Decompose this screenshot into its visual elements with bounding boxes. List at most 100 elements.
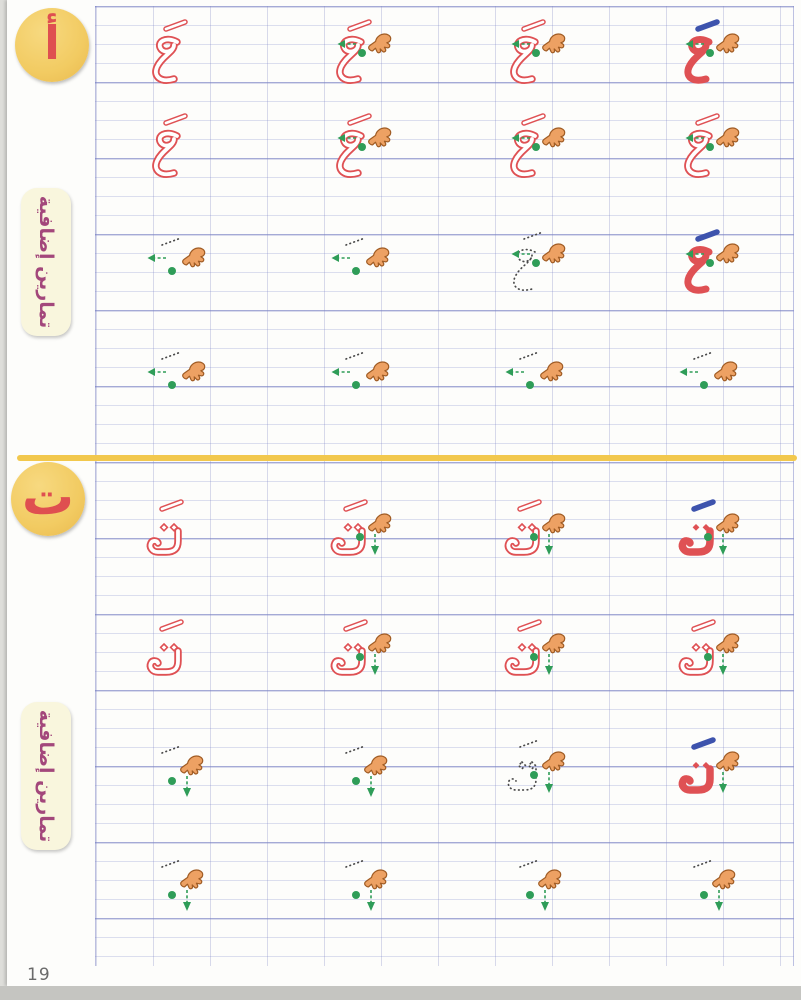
- pointing-hand-icon: [712, 869, 736, 890]
- scan-edge-left: [0, 0, 7, 1000]
- practice-cell-taa-r2-c2: [309, 618, 405, 724]
- fatha-diacritic: [161, 237, 182, 246]
- practice-cell-taa-r4-c4: [657, 850, 753, 956]
- practice-cell-taa-r1-c1: [125, 498, 221, 604]
- hamza-letter-outline: [152, 129, 181, 178]
- taa-letter-outline: [330, 522, 366, 556]
- fatha-diacritic: [519, 859, 540, 868]
- practice-cell-hamza-r1-c2: [309, 16, 405, 122]
- stroke-direction-arrow-down: [541, 890, 549, 911]
- taa-letter-dotted: [507, 760, 537, 791]
- start-point-dot: [706, 259, 714, 267]
- start-point-dot: [526, 381, 534, 389]
- start-point-dot: [704, 533, 712, 541]
- practice-cell-taa-r1-c3: [483, 498, 579, 604]
- stroke-direction-arrow-left: [331, 368, 350, 376]
- start-point-dot: [358, 143, 366, 151]
- extra-exercises-label: تمارين إضافية: [35, 195, 57, 329]
- practice-cell-hamza-r2-c4: [657, 110, 753, 216]
- stroke-direction-arrow-down: [719, 654, 727, 675]
- fatha-diacritic: [521, 19, 546, 32]
- pointing-hand-icon: [716, 243, 740, 264]
- fatha-diacritic: [519, 739, 540, 748]
- fatha-diacritic: [345, 859, 366, 868]
- stroke-direction-arrow-down: [715, 890, 723, 911]
- start-point-dot: [352, 777, 360, 785]
- pointing-hand-icon: [364, 869, 388, 890]
- start-point-dot: [352, 267, 360, 275]
- start-point-dot: [358, 49, 366, 57]
- practice-cell-hamza-r4-c2: [309, 340, 405, 446]
- hamza-letter-dotted: [513, 248, 536, 291]
- pointing-hand-icon: [714, 361, 738, 382]
- fatha-diacritic: [691, 619, 716, 632]
- stroke-direction-arrow-down: [371, 534, 379, 555]
- pointing-hand-icon: [542, 127, 566, 148]
- pointing-hand-icon: [716, 33, 740, 54]
- pointing-hand-icon: [182, 361, 206, 382]
- fatha-diacritic: [523, 231, 544, 240]
- start-point-dot: [168, 267, 176, 275]
- practice-cell-taa-r3-c2: [309, 736, 405, 842]
- stroke-direction-arrow-down: [367, 890, 375, 911]
- stroke-direction-arrow-down: [719, 534, 727, 555]
- extra-exercises-label: تمارين إضافية: [35, 709, 57, 843]
- fatha-diacritic: [693, 859, 714, 868]
- scan-edge-bottom: [0, 986, 801, 1000]
- practice-cell-hamza-r1-c4: [657, 16, 753, 122]
- practice-cell-hamza-r3-c1: [125, 226, 221, 332]
- start-point-dot: [168, 777, 176, 785]
- stroke-direction-arrow-left: [685, 40, 704, 48]
- fatha-diacritic: [519, 351, 540, 360]
- pointing-hand-icon: [716, 513, 740, 534]
- fatha-diacritic: [161, 859, 182, 868]
- pointing-hand-icon: [368, 33, 392, 54]
- pointing-hand-icon: [182, 247, 206, 268]
- fatha-diacritic: [347, 113, 372, 126]
- start-point-dot: [530, 533, 538, 541]
- pointing-hand-icon: [542, 33, 566, 54]
- start-point-dot: [356, 653, 364, 661]
- stroke-direction-arrow-down: [183, 890, 191, 911]
- stroke-direction-arrow-left: [337, 134, 356, 142]
- pointing-hand-icon: [368, 633, 392, 654]
- fatha-diacritic: [691, 737, 716, 750]
- fatha-diacritic: [517, 619, 542, 632]
- hamza-letter-outline: [152, 35, 181, 84]
- fatha-diacritic: [159, 499, 184, 512]
- stroke-direction-arrow-left: [511, 40, 530, 48]
- practice-cell-hamza-r2-c2: [309, 110, 405, 216]
- practice-cell-taa-r3-c1: [125, 736, 221, 842]
- practice-cell-taa-r1-c4: [657, 498, 753, 604]
- fatha-diacritic: [159, 619, 184, 632]
- fatha-diacritic: [345, 237, 366, 246]
- practice-cell-hamza-r4-c3: [483, 340, 579, 446]
- taa-letter-outline: [678, 642, 714, 676]
- start-point-dot: [532, 259, 540, 267]
- extra-exercises-banner-1: تمارين إضافية: [21, 188, 71, 336]
- fatha-diacritic: [693, 351, 714, 360]
- start-point-dot: [532, 49, 540, 57]
- pointing-hand-icon: [368, 127, 392, 148]
- taa-letter-outline: [146, 522, 182, 556]
- pointing-hand-icon: [716, 751, 740, 772]
- practice-cell-hamza-r4-c4: [657, 340, 753, 446]
- stroke-direction-arrow-left: [511, 134, 530, 142]
- fatha-diacritic: [345, 745, 366, 754]
- taa-letter-outline: [504, 642, 540, 676]
- practice-cell-hamza-r3-c2: [309, 226, 405, 332]
- pointing-hand-icon: [542, 243, 566, 264]
- start-point-dot: [356, 533, 364, 541]
- ruled-grid: [95, 6, 794, 966]
- pointing-hand-icon: [538, 869, 562, 890]
- section-letter-taa: ت: [21, 467, 75, 527]
- stroke-direction-arrow-down: [183, 776, 191, 797]
- paper-sheet: أ تمارين إضافية ت تمارين إضافية 19: [7, 0, 801, 986]
- stroke-direction-arrow-down: [545, 772, 553, 793]
- start-point-dot: [532, 143, 540, 151]
- fatha-diacritic: [521, 113, 546, 126]
- start-point-dot: [706, 143, 714, 151]
- fatha-diacritic: [347, 19, 372, 32]
- section-letter-alif: أ: [44, 16, 60, 70]
